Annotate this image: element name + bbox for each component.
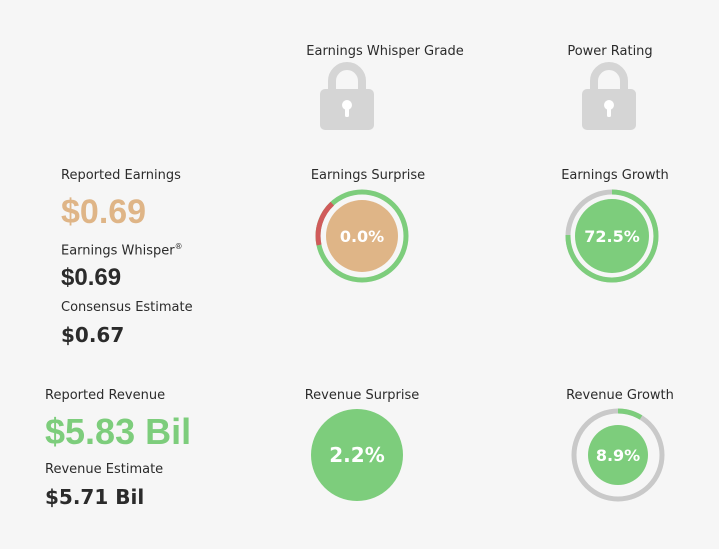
earnings-whisper-value: $0.69 (61, 264, 122, 291)
earnings-growth-label: Earnings Growth (561, 168, 669, 183)
revenue-growth-gauge: 8.9% (571, 408, 665, 502)
earnings-surprise-label: Earnings Surprise (310, 168, 426, 183)
earnings-whisper-label-text: Earnings Whisper (61, 243, 175, 259)
revenue-surprise-gauge: 2.2% (311, 409, 403, 501)
revenue-estimate-value: $5.71 Bil (45, 485, 145, 509)
earnings-whisper-label: Earnings Whisper® (61, 242, 183, 258)
revenue-surprise-value: 2.2% (329, 443, 384, 467)
power-rating-label: Power Rating (567, 44, 653, 59)
earnings-growth-gauge: 72.5% (565, 189, 659, 283)
reported-revenue-label: Reported Revenue (45, 388, 166, 403)
revenue-estimate-label: Revenue Estimate (45, 462, 164, 477)
revenue-surprise-fill (311, 409, 403, 501)
revenue-growth-value: 8.9% (596, 446, 640, 465)
consensus-estimate-value: $0.67 (61, 323, 125, 347)
revenue-growth-fill (588, 425, 648, 485)
earnings-growth-value: 72.5% (584, 227, 640, 246)
registered-mark: ® (174, 242, 183, 251)
earnings-growth-fill (575, 199, 649, 273)
lock-icon[interactable] (319, 61, 375, 131)
reported-earnings-value: $0.69 (61, 193, 147, 231)
revenue-surprise-label: Revenue Surprise (304, 388, 420, 403)
earnings-surprise-gauge: 0.0% (315, 189, 409, 283)
reported-revenue-value: $5.83 Bil (45, 411, 192, 452)
revenue-growth-arc (617, 408, 643, 420)
earnings-whisper-grade-label: Earnings Whisper Grade (306, 44, 464, 59)
earnings-growth-arc (565, 189, 659, 283)
earnings-surprise-value: 0.0% (340, 227, 384, 246)
consensus-estimate-label: Consensus Estimate (61, 300, 193, 315)
lock-icon[interactable] (581, 61, 637, 131)
earnings-surprise-negative-arc (315, 201, 335, 246)
revenue-growth-label: Revenue Growth (566, 388, 674, 403)
reported-earnings-label: Reported Earnings (61, 168, 181, 183)
earnings-surprise-fill (326, 200, 398, 272)
